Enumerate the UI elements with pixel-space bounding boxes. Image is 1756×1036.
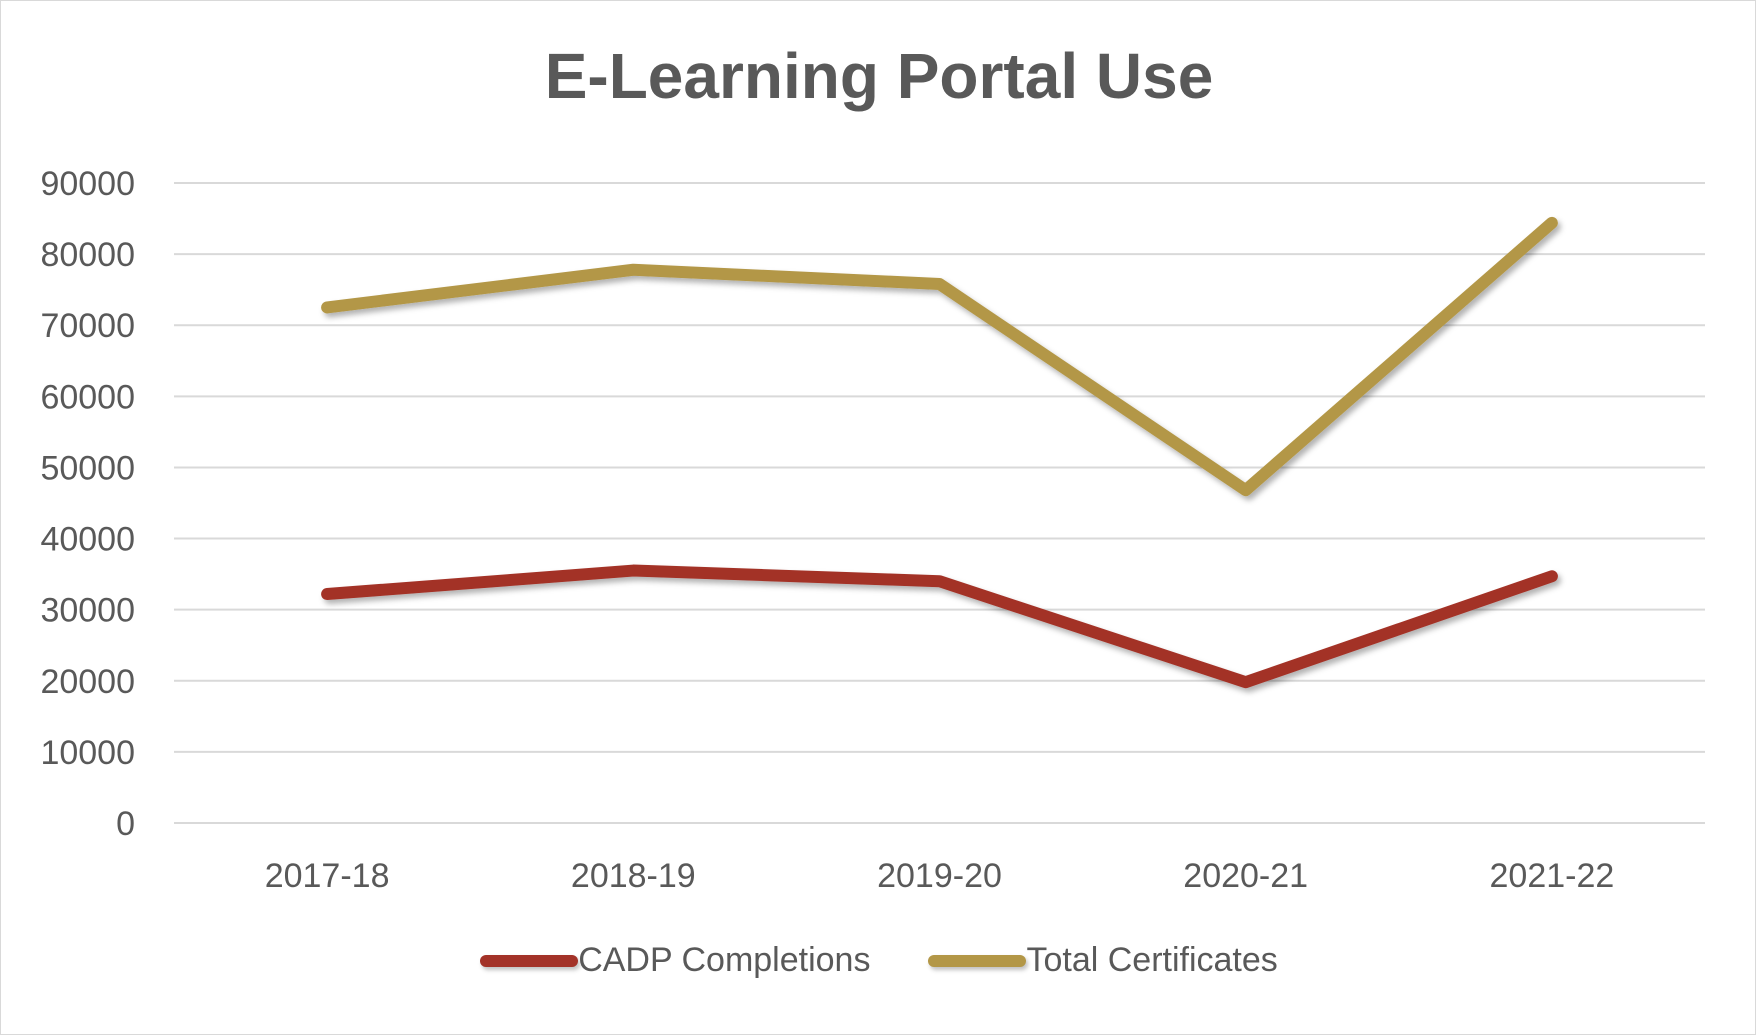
y-tick-label: 20000	[40, 663, 135, 701]
legend-item-total: Total Certificates	[928, 941, 1278, 980]
y-tick-label: 80000	[40, 236, 135, 274]
legend-swatch-cadp	[480, 954, 579, 967]
x-tick-label: 2017-18	[265, 857, 390, 895]
legend: CADP Completions Total Certificates	[1, 941, 1756, 980]
legend-swatch-total	[928, 954, 1027, 967]
data-point	[1550, 221, 1553, 224]
chart-title: E-Learning Portal Use	[544, 40, 1214, 112]
y-tick-label: 30000	[40, 592, 135, 630]
data-point	[632, 569, 635, 572]
y-tick-label: 0	[116, 805, 135, 843]
legend-label-total: Total Certificates	[1026, 941, 1278, 979]
legend-item-cadp: CADP Completions	[480, 941, 870, 980]
y-tick-label: 10000	[40, 734, 135, 772]
series-line-total-certificates	[321, 216, 1558, 497]
y-tick-label: 60000	[40, 378, 135, 416]
series-line-cadp-completions	[321, 564, 1558, 689]
y-tick-label: 70000	[40, 307, 135, 345]
data-point	[938, 580, 941, 583]
series-lines	[321, 216, 1558, 689]
data-point	[632, 268, 635, 271]
data-point	[326, 593, 329, 596]
x-tick-label: 2021-22	[1490, 857, 1615, 895]
x-tick-label: 2020-21	[1183, 857, 1308, 895]
data-point	[1244, 681, 1247, 684]
y-axis-tick-labels: 0 10000 20000 30000 40000 50000 60000 70000 8000…	[40, 165, 135, 843]
y-tick-label: 50000	[40, 449, 135, 487]
data-point	[326, 306, 329, 309]
y-tick-label: 40000	[40, 521, 135, 559]
legend-label-cadp: CADP Completions	[578, 941, 871, 979]
data-point	[1550, 575, 1553, 578]
x-axis-tick-labels: 2017-18 2018-19 2019-20 2020-21 2021-22	[265, 857, 1615, 895]
data-point	[938, 282, 941, 285]
x-tick-label: 2018-19	[571, 857, 696, 895]
data-point	[1244, 489, 1247, 492]
y-tick-label: 90000	[40, 165, 135, 203]
gridlines	[174, 182, 1705, 824]
x-tick-label: 2019-20	[877, 857, 1002, 895]
